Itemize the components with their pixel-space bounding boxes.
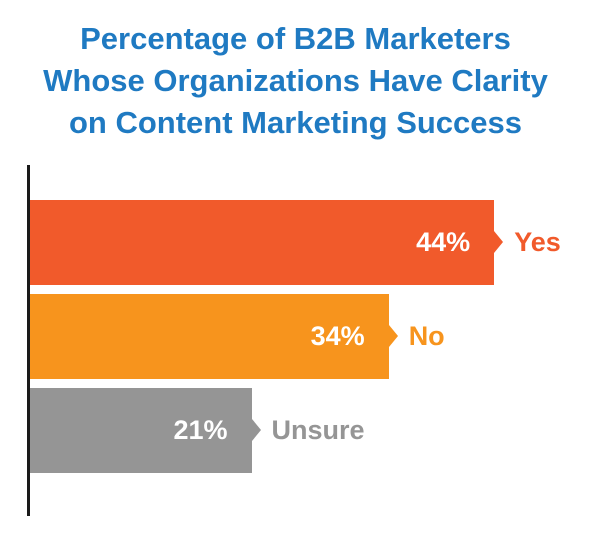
- bar-unsure: 21%: [30, 388, 252, 473]
- y-axis-line: [27, 165, 30, 516]
- bar-pointer-unsure: [251, 419, 261, 441]
- bar-pointer-yes: [494, 231, 504, 253]
- chart-title: Percentage of B2B Marketers Whose Organi…: [0, 18, 591, 144]
- bar-yes: 44%: [30, 200, 495, 285]
- bar-value-label-yes: 44%: [416, 227, 471, 257]
- bar-no: 34%: [30, 294, 389, 379]
- chart-title-line-3: on Content Marketing Success: [68, 105, 523, 140]
- bar-category-label-unsure: Unsure: [271, 415, 365, 445]
- bar-category-label-no: No: [408, 321, 445, 351]
- chart-title-line-1: Percentage of B2B Marketers: [80, 21, 511, 56]
- bar-value-label-no: 34%: [310, 321, 365, 351]
- chart-title-line-2: Whose Organizations Have Clarity: [43, 63, 548, 98]
- bar-category-label-yes: Yes: [514, 227, 561, 257]
- bar-value-label-unsure: 21%: [173, 415, 228, 445]
- bar-pointer-no: [388, 325, 398, 347]
